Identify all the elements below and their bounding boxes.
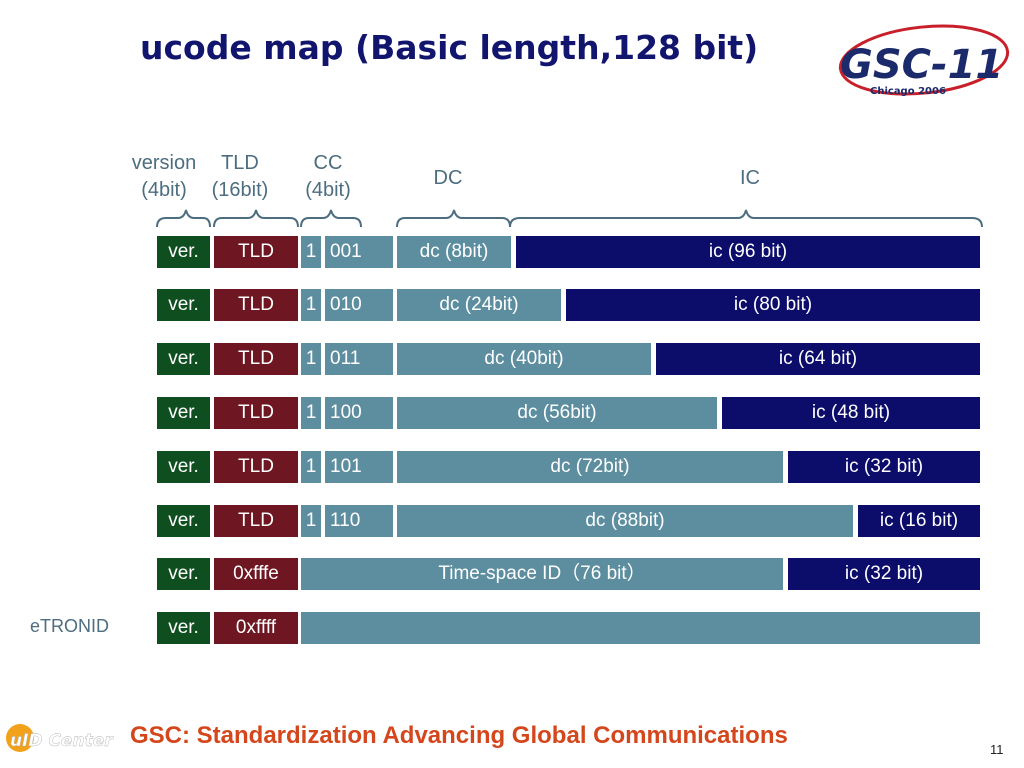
cc-cell: 010 xyxy=(325,289,393,321)
dc-cell: dc (8bit) xyxy=(397,236,511,268)
page-title: ucode map (Basic length,128 bit) xyxy=(140,28,759,67)
cc-header: CC (4bit) xyxy=(305,152,351,201)
ic-cell: ic (32 bit) xyxy=(788,558,980,590)
tld-cell-0xffff: 0xffff xyxy=(214,612,298,644)
ic-header: IC xyxy=(740,167,760,189)
dc-cell: dc (88bit) xyxy=(397,505,853,537)
footer-text: GSC: Standardization Advancing Global Co… xyxy=(130,722,788,749)
ic-cell: ic (96 bit) xyxy=(516,236,980,268)
tld-cell: TLD xyxy=(214,397,298,429)
uid-center-text: uID Center xyxy=(10,731,114,751)
ic-cell: ic (16 bit) xyxy=(858,505,980,537)
ver-cell: ver. xyxy=(157,289,210,321)
ver-cell: ver. xyxy=(157,236,210,268)
tld-cell: TLD xyxy=(214,236,298,268)
header-braces xyxy=(156,209,983,228)
ver-cell: ver. xyxy=(157,612,210,644)
ver-cell: ver. xyxy=(157,505,210,537)
tld-cell: TLD xyxy=(214,451,298,483)
dc-cell: dc (40bit) xyxy=(397,343,651,375)
etronid-label: eTRONID xyxy=(30,616,110,636)
ic-cell: ic (80 bit) xyxy=(566,289,980,321)
etronid-body-cell xyxy=(301,612,980,644)
dc-cell: dc (56bit) xyxy=(397,397,717,429)
logo-sub-text: Chicago 2006 xyxy=(870,86,946,97)
uid-center-logo: uID Center xyxy=(6,724,114,752)
logo-main-text: GSC-11 xyxy=(840,42,1003,88)
dc-brace xyxy=(396,209,511,228)
gsc-11-logo: GSC-11 Chicago 2006 xyxy=(838,24,1010,97)
cc-cell: 011 xyxy=(325,343,393,375)
dc-cell: dc (72bit) xyxy=(397,451,783,483)
ver-cell: ver. xyxy=(157,558,210,590)
cc-cell: 101 xyxy=(325,451,393,483)
dc-cell: dc (24bit) xyxy=(397,289,561,321)
cc-cell: 110 xyxy=(325,505,393,537)
flag-cell: 1 xyxy=(301,397,321,429)
ver-cell: ver. xyxy=(157,397,210,429)
time-space-id-cell: Time-space ID（76 bit） xyxy=(301,558,783,590)
page-number: 11 xyxy=(990,742,1004,757)
flag-cell: 1 xyxy=(301,451,321,483)
cc-cell: 001 xyxy=(325,236,393,268)
ver-cell: ver. xyxy=(157,343,210,375)
tld-brace xyxy=(213,209,299,228)
flag-cell: 1 xyxy=(301,289,321,321)
dc-header: DC xyxy=(433,167,463,189)
ver-cell: ver. xyxy=(157,451,210,483)
version-header: version (4bit) xyxy=(131,152,197,201)
tld-cell: TLD xyxy=(214,505,298,537)
tld-header: TLD (16bit) xyxy=(211,152,269,201)
ic-cell: ic (64 bit) xyxy=(656,343,980,375)
tld-cell: TLD xyxy=(214,343,298,375)
cc-cell: 100 xyxy=(325,397,393,429)
flag-cell: 1 xyxy=(301,505,321,537)
flag-cell: 1 xyxy=(301,343,321,375)
ic-brace xyxy=(509,209,983,228)
flag-cell: 1 xyxy=(301,236,321,268)
cc-brace xyxy=(300,209,362,228)
tld-cell-0xfffe: 0xfffe xyxy=(214,558,298,590)
tld-cell: TLD xyxy=(214,289,298,321)
ic-cell: ic (48 bit) xyxy=(722,397,980,429)
version-brace xyxy=(156,209,211,228)
ic-cell: ic (32 bit) xyxy=(788,451,980,483)
